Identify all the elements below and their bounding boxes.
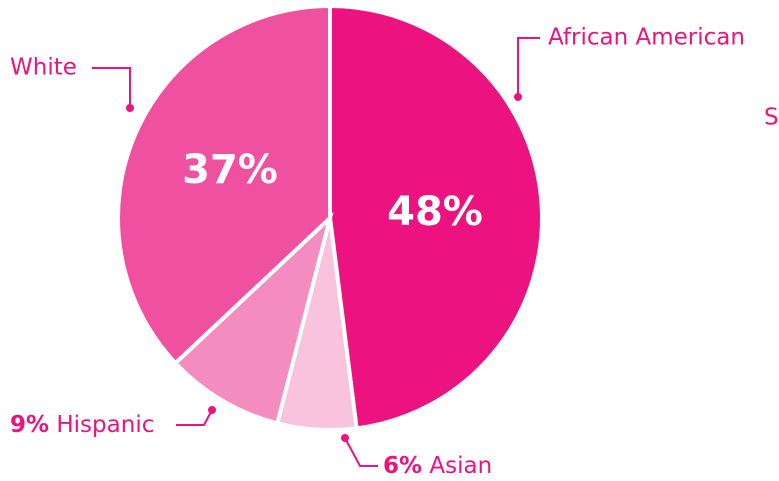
leader-dot xyxy=(514,93,522,101)
leader-line xyxy=(92,67,131,108)
slice-label: 6% Asian xyxy=(383,453,492,479)
leader-line xyxy=(517,37,540,97)
category-label: Hispanic xyxy=(56,412,154,438)
leader-dot xyxy=(341,434,349,442)
category-label: Asian xyxy=(429,453,492,479)
pie-slice xyxy=(172,211,334,426)
leader-dot xyxy=(126,104,134,112)
annotation: S xyxy=(764,105,779,131)
value-label: 6% xyxy=(383,453,422,479)
leader-line xyxy=(176,409,213,426)
slice-label: 9% Hispanic xyxy=(10,412,154,438)
category-label: White xyxy=(10,55,77,81)
pie-slice xyxy=(116,3,332,366)
category-label: African American xyxy=(548,25,745,51)
leader-line xyxy=(344,437,378,467)
value-label: 48% xyxy=(387,189,483,235)
value-label: 9% xyxy=(10,412,49,438)
value-label: 37% xyxy=(182,147,278,193)
pie-slice xyxy=(328,3,544,431)
leader-dot xyxy=(208,406,216,414)
